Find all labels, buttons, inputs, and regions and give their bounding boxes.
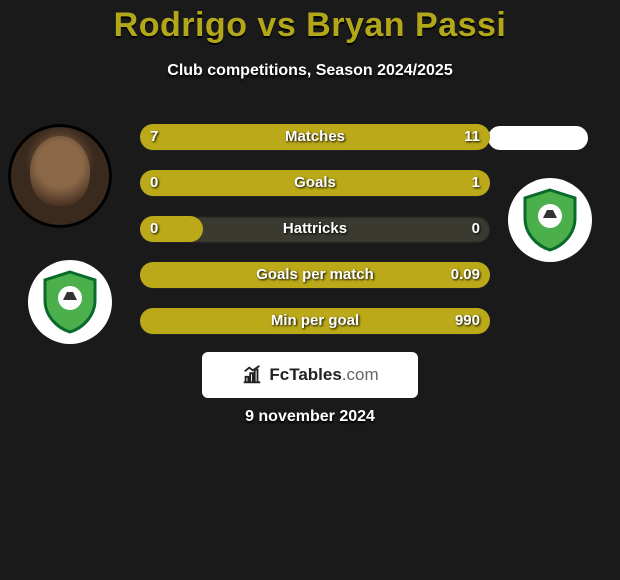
bar-label: Goals per match bbox=[140, 262, 490, 288]
bar-label: Hattricks bbox=[140, 216, 490, 242]
player-left-avatar bbox=[8, 124, 112, 228]
subtitle: Club competitions, Season 2024/2025 bbox=[0, 62, 620, 80]
bar-label: Matches bbox=[140, 124, 490, 150]
stat-bars: 711Matches 01Goals 00Hattricks 0.09Goals pe… bbox=[140, 118, 490, 348]
player-right-avatar bbox=[488, 126, 588, 150]
stat-row: 990Min per goal bbox=[140, 302, 490, 340]
chart-icon bbox=[241, 364, 263, 386]
brand-logo: FcTables.com bbox=[202, 352, 418, 398]
bar-label: Min per goal bbox=[140, 308, 490, 334]
stat-row: 711Matches bbox=[140, 118, 490, 156]
stat-row: 00Hattricks bbox=[140, 210, 490, 248]
stat-row: 0.09Goals per match bbox=[140, 256, 490, 294]
shield-icon bbox=[41, 270, 99, 334]
page-title: Rodrigo vs Bryan Passi bbox=[0, 6, 620, 45]
snapshot-date: 9 november 2024 bbox=[0, 408, 620, 426]
club-left-badge bbox=[28, 260, 112, 344]
club-right-badge bbox=[508, 178, 592, 262]
stat-row: 01Goals bbox=[140, 164, 490, 202]
shield-icon bbox=[521, 188, 579, 252]
brand-text: FcTables.com bbox=[269, 365, 378, 385]
bar-label: Goals bbox=[140, 170, 490, 196]
brand-suffix: .com bbox=[342, 365, 379, 384]
brand-name: FcTables bbox=[269, 365, 341, 384]
